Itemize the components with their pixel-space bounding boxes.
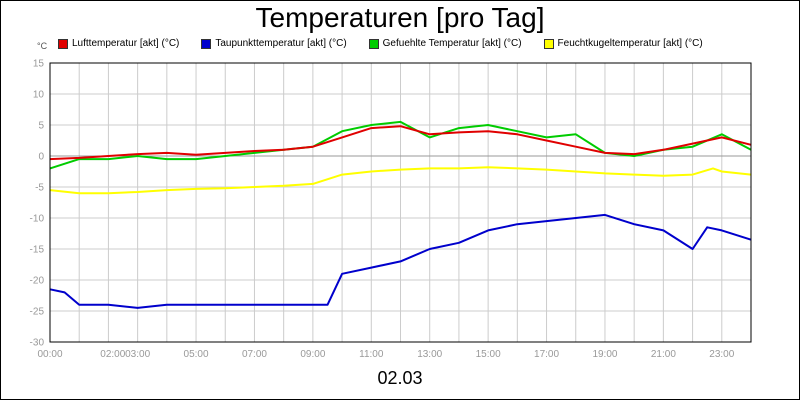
x-tick-label: 21:00 (651, 349, 676, 360)
legend-label: Feuchtkugeltemperatur [akt] (°C) (557, 38, 703, 49)
legend-swatch-red (58, 38, 68, 49)
legend-label: Taupunkttemperatur [akt] (°C) (215, 38, 347, 49)
y-unit-label: °C (37, 41, 48, 51)
legend-label: Lufttemperatur [akt] (°C) (72, 38, 180, 49)
legend-label: Gefuehlte Temperatur [akt] (°C) (382, 38, 522, 49)
x-tick-label: 11:00 (359, 349, 384, 360)
legend-swatch-yellow (543, 38, 554, 49)
series-layer (49, 120, 752, 309)
x-tick-label: 19:00 (592, 349, 617, 360)
y-tick-label: 15 (33, 59, 45, 70)
x-tick-label: 09:00 (300, 349, 325, 360)
legend-item-feuchtkugeltemperatur: Feuchtkugeltemperatur [akt] (°C) (543, 38, 703, 49)
y-tick-label: 0 (38, 152, 44, 163)
x-tick-label: 17:00 (534, 349, 559, 360)
legend-item-gefuehlte-temperatur: Gefuehlte Temperatur [akt] (°C) (368, 38, 522, 49)
x-tick-label: 03:00 (125, 349, 150, 360)
chart-title: Temperaturen [pro Tag] (255, 2, 545, 33)
x-tick-label: 00:00 (37, 349, 62, 360)
series-line-taupunkttemperatur (49, 213, 752, 309)
plot-border (49, 62, 752, 343)
x-tick-label: 07:00 (242, 349, 267, 360)
legend-item-taupunkttemperatur: Taupunkttemperatur [akt] (°C) (201, 38, 347, 49)
y-tick-label: -5 (35, 183, 44, 194)
y-tick-label: -25 (30, 307, 45, 318)
y-tick-label: -10 (30, 214, 45, 225)
series-line-lufttemperatur (49, 125, 752, 161)
x-tick-label: 02:00 (100, 349, 125, 360)
y-tick-label: -15 (30, 245, 45, 256)
legend-swatch-green (368, 38, 379, 49)
x-tick-label: 05:00 (184, 349, 209, 360)
series-line-gefuehlte (49, 120, 752, 170)
grid (50, 62, 751, 343)
x-tick-label: 13:00 (417, 349, 442, 360)
y-tick-label: -30 (30, 338, 45, 349)
legend: Lufttemperatur [akt] (°C) Taupunkttemper… (58, 38, 703, 49)
series-line-feuchtkugeltemperatur (49, 166, 752, 195)
y-tick-label: 10 (33, 90, 45, 101)
y-tick-label: 5 (38, 121, 44, 132)
legend-swatch-blue (201, 38, 212, 49)
y-tick-label: -20 (30, 276, 45, 287)
x-tick-label: 15:00 (476, 349, 501, 360)
legend-item-lufttemperatur: Lufttemperatur [akt] (°C) (58, 38, 179, 49)
x-tick-label: 23:00 (709, 349, 734, 360)
date-label: 02.03 (377, 368, 423, 388)
